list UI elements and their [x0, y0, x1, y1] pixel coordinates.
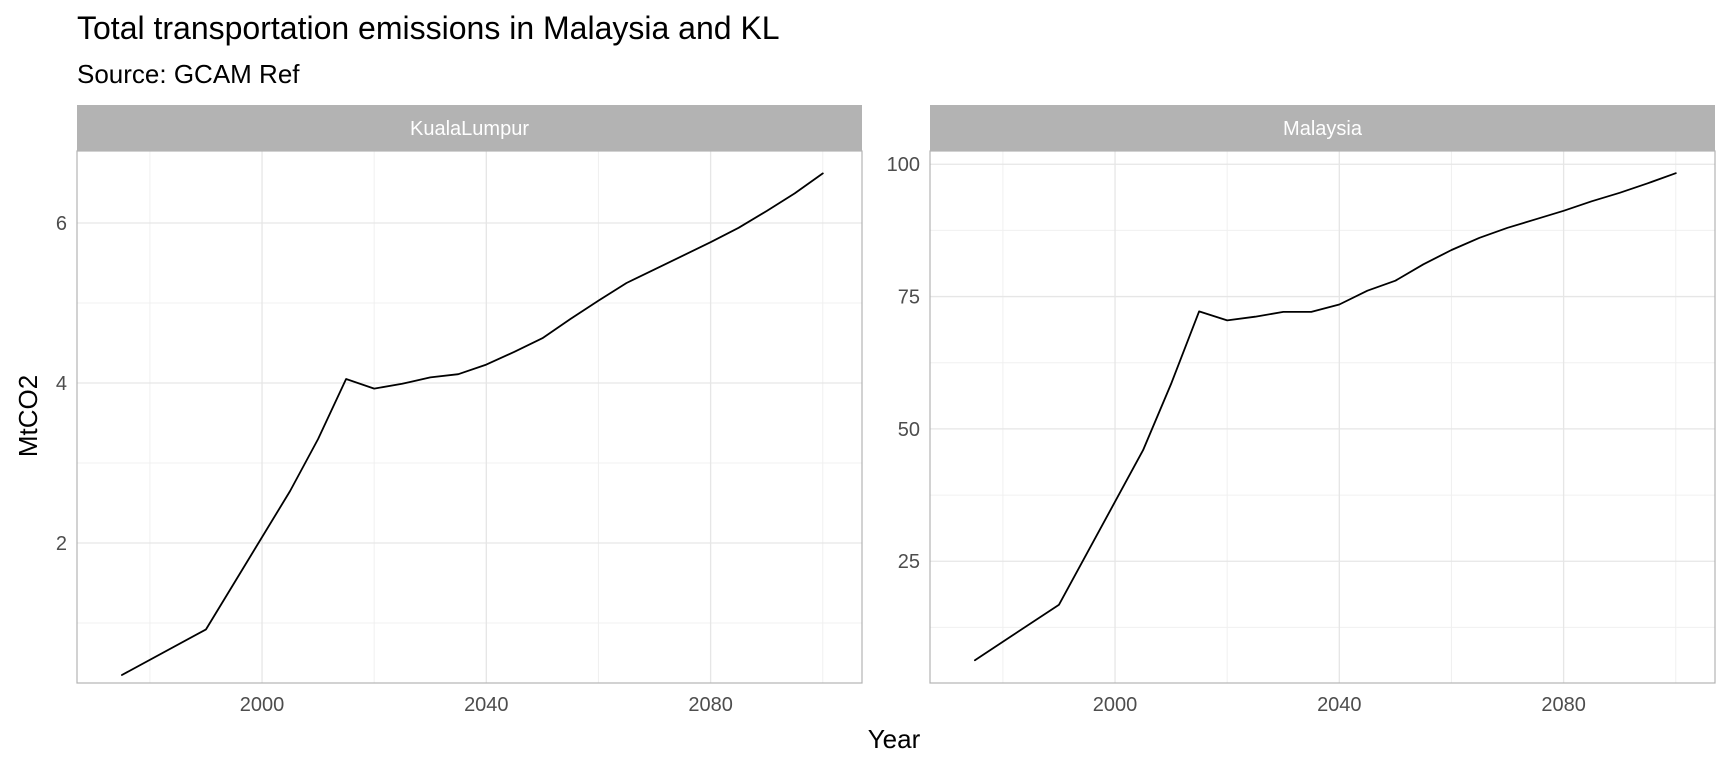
series-line	[121, 172, 824, 676]
y-tick-label: 25	[898, 551, 920, 573]
y-tick-label: 100	[887, 154, 920, 176]
x-axis-title: Year	[868, 724, 921, 754]
panel-border	[76, 150, 863, 684]
facet-strip-label: Malaysia	[1283, 118, 1363, 140]
chart-subtitle: Source: GCAM Ref	[77, 59, 300, 89]
facet-strip-label: KualaLumpur	[410, 118, 529, 140]
y-axis-title: MtCO2	[13, 375, 43, 457]
y-tick-label: 50	[898, 419, 920, 441]
y-tick-label: 75	[898, 287, 920, 309]
y-tick-label: 2	[56, 533, 67, 555]
facet-strip	[930, 105, 1715, 151]
series-line	[974, 172, 1677, 662]
y-tick-label: 4	[56, 373, 67, 395]
facet-panel-kualalumpur: KualaLumpur 2 4 6 2000 2040 2080	[56, 105, 863, 716]
x-tick-label: 2000	[1093, 694, 1138, 716]
x-tick-label: 2040	[1317, 694, 1362, 716]
facet-panel-malaysia: Malaysia 25 50 75 100 2000 2040 2080	[887, 105, 1716, 716]
x-tick-label: 2000	[240, 694, 285, 716]
facet-strip	[77, 105, 862, 151]
chart-title: Total transportation emissions in Malays…	[77, 10, 780, 46]
x-tick-label: 2040	[464, 694, 509, 716]
panel-border	[929, 150, 1716, 684]
x-tick-label: 2080	[1541, 694, 1586, 716]
x-tick-label: 2080	[688, 694, 733, 716]
y-tick-label: 6	[56, 213, 67, 235]
